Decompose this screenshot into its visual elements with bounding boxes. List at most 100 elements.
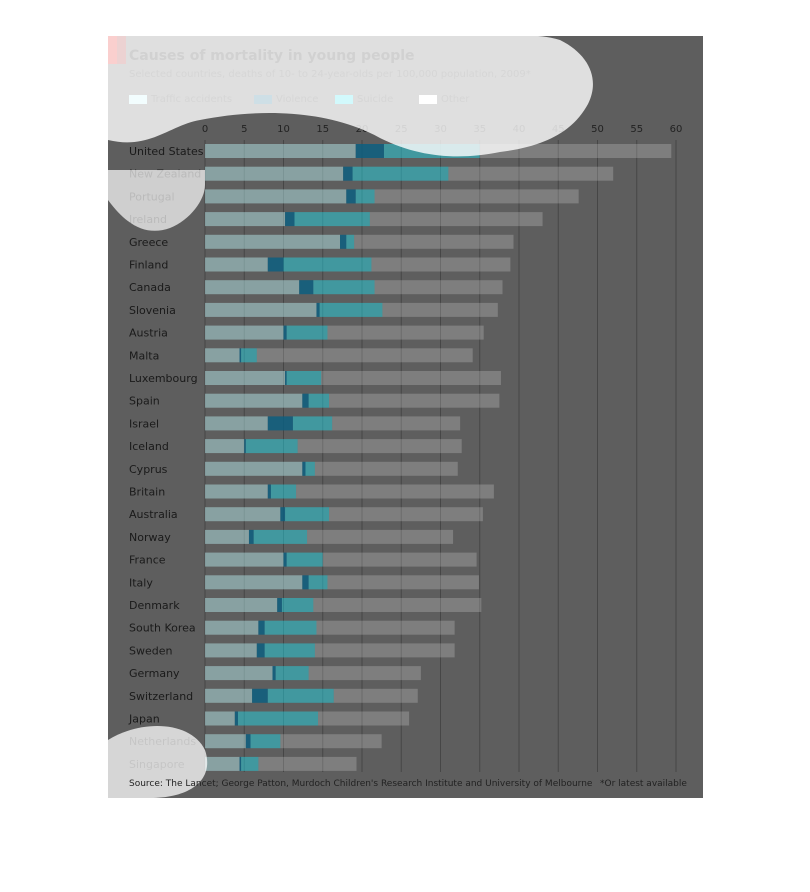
bar-segment: [302, 393, 309, 408]
bar-segment: [205, 144, 356, 158]
bar-segment: [479, 144, 672, 158]
bar-segment: [286, 371, 322, 385]
bar-segment: [333, 688, 418, 703]
category-label: Greece: [129, 236, 168, 249]
bar-segment: [382, 302, 498, 317]
legend-item-suicide: Suicide: [335, 94, 393, 105]
legend-item-violence: Violence: [254, 94, 318, 105]
brand-accent-bar-dark: [117, 36, 126, 64]
bar-segment: [355, 144, 384, 158]
x-tick-label: 15: [316, 124, 329, 135]
category-label: Britain: [129, 486, 165, 499]
bar-segment: [283, 257, 372, 272]
category-label: Japan: [128, 713, 160, 726]
legend-label-other: Other: [441, 94, 470, 105]
bar-segment: [205, 371, 286, 385]
bar-segment: [205, 189, 347, 204]
bar-segment: [327, 325, 484, 340]
category-label: Germany: [129, 667, 180, 680]
bar-segment: [302, 575, 309, 590]
category-label: Austria: [129, 327, 168, 340]
bar-segment: [329, 507, 483, 522]
bar-segment: [280, 507, 286, 522]
bar-segment: [313, 598, 482, 612]
bar-segment: [280, 734, 382, 749]
bar-segment: [205, 529, 249, 544]
category-label: Cyprus: [129, 463, 168, 476]
bar-segment: [285, 507, 330, 522]
bar-segment: [327, 575, 479, 590]
bar-segment: [270, 484, 297, 499]
bar-segment: [245, 734, 251, 749]
bar-segment: [272, 666, 276, 681]
category-label: Malta: [129, 349, 159, 362]
bar-segment: [329, 393, 500, 408]
legend-swatch-other: [419, 94, 437, 104]
bar-segment: [205, 348, 240, 363]
bar-segment: [371, 257, 511, 272]
category-label: Netherlands: [129, 735, 196, 748]
bar-segment: [313, 280, 375, 295]
x-tick-label: 0: [202, 124, 208, 135]
bar-segment: [244, 439, 246, 454]
category-label: France: [129, 554, 166, 567]
x-tick-label: 50: [591, 124, 604, 135]
bar-segment: [253, 529, 308, 544]
bar-segment: [346, 234, 355, 249]
category-label: Switzerland: [129, 690, 193, 703]
x-tick-label: 5: [241, 124, 247, 135]
bar-segment: [374, 280, 503, 295]
bar-segment: [283, 325, 287, 340]
bar-segment: [305, 461, 315, 476]
bar-segment: [256, 643, 265, 658]
legend-item-traffic: Traffic accidents: [129, 94, 232, 105]
bar-segment: [285, 212, 295, 227]
x-tick-label: 20: [356, 124, 369, 135]
bar-segment: [346, 189, 356, 204]
category-label: South Korea: [129, 622, 196, 635]
category-label: Denmark: [129, 599, 180, 612]
x-tick-label: 35: [473, 124, 486, 135]
bar-segment: [205, 688, 253, 703]
category-label: Ireland: [129, 213, 167, 226]
category-label: Slovenia: [129, 304, 176, 317]
bar-segment: [340, 234, 347, 249]
bar-segment: [355, 189, 375, 204]
legend-swatch-suicide: [335, 94, 353, 104]
bar-segment: [205, 484, 268, 499]
legend-label-traffic: Traffic accidents: [151, 94, 233, 105]
bar-segment: [205, 666, 273, 681]
bar-segment: [205, 302, 317, 317]
brand-accent-bar: [108, 36, 117, 64]
x-tick-label: 45: [552, 124, 565, 135]
bar-segment: [277, 598, 282, 612]
bar-segment: [248, 529, 254, 544]
bar-segment: [237, 711, 319, 726]
bar-segment: [286, 552, 323, 567]
bar-segment: [275, 666, 309, 681]
bar-segment: [314, 461, 458, 476]
category-label: Italy: [129, 576, 153, 589]
bar-segment: [267, 484, 271, 499]
bar-segment: [205, 552, 284, 567]
legend-item-other: Other: [419, 94, 469, 105]
bar-chart: 0 5 10 15 20 25 30 35 40 45 50 55 60 United States New…: [128, 124, 683, 772]
category-label: Canada: [129, 281, 171, 294]
bar-segment: [205, 598, 278, 612]
bar-segment: [205, 257, 268, 272]
bar-segment: [205, 643, 257, 658]
category-label: Sweden: [129, 644, 172, 657]
category-label: Luxembourg: [129, 372, 198, 385]
source-note: Source: The Lancet; George Patton, Murdo…: [129, 779, 593, 789]
bar-segment: [205, 416, 268, 431]
legend-swatch-violence: [254, 94, 272, 104]
bar-segment: [308, 666, 421, 681]
bar-segment: [258, 620, 265, 635]
bar-segment: [256, 348, 473, 363]
bar-segment: [267, 416, 293, 431]
x-tick-label: 30: [434, 124, 447, 135]
bar-segment: [319, 302, 383, 317]
bar-segment: [322, 552, 477, 567]
legend-label-violence: Violence: [276, 94, 319, 105]
x-tick-label: 60: [670, 124, 683, 135]
